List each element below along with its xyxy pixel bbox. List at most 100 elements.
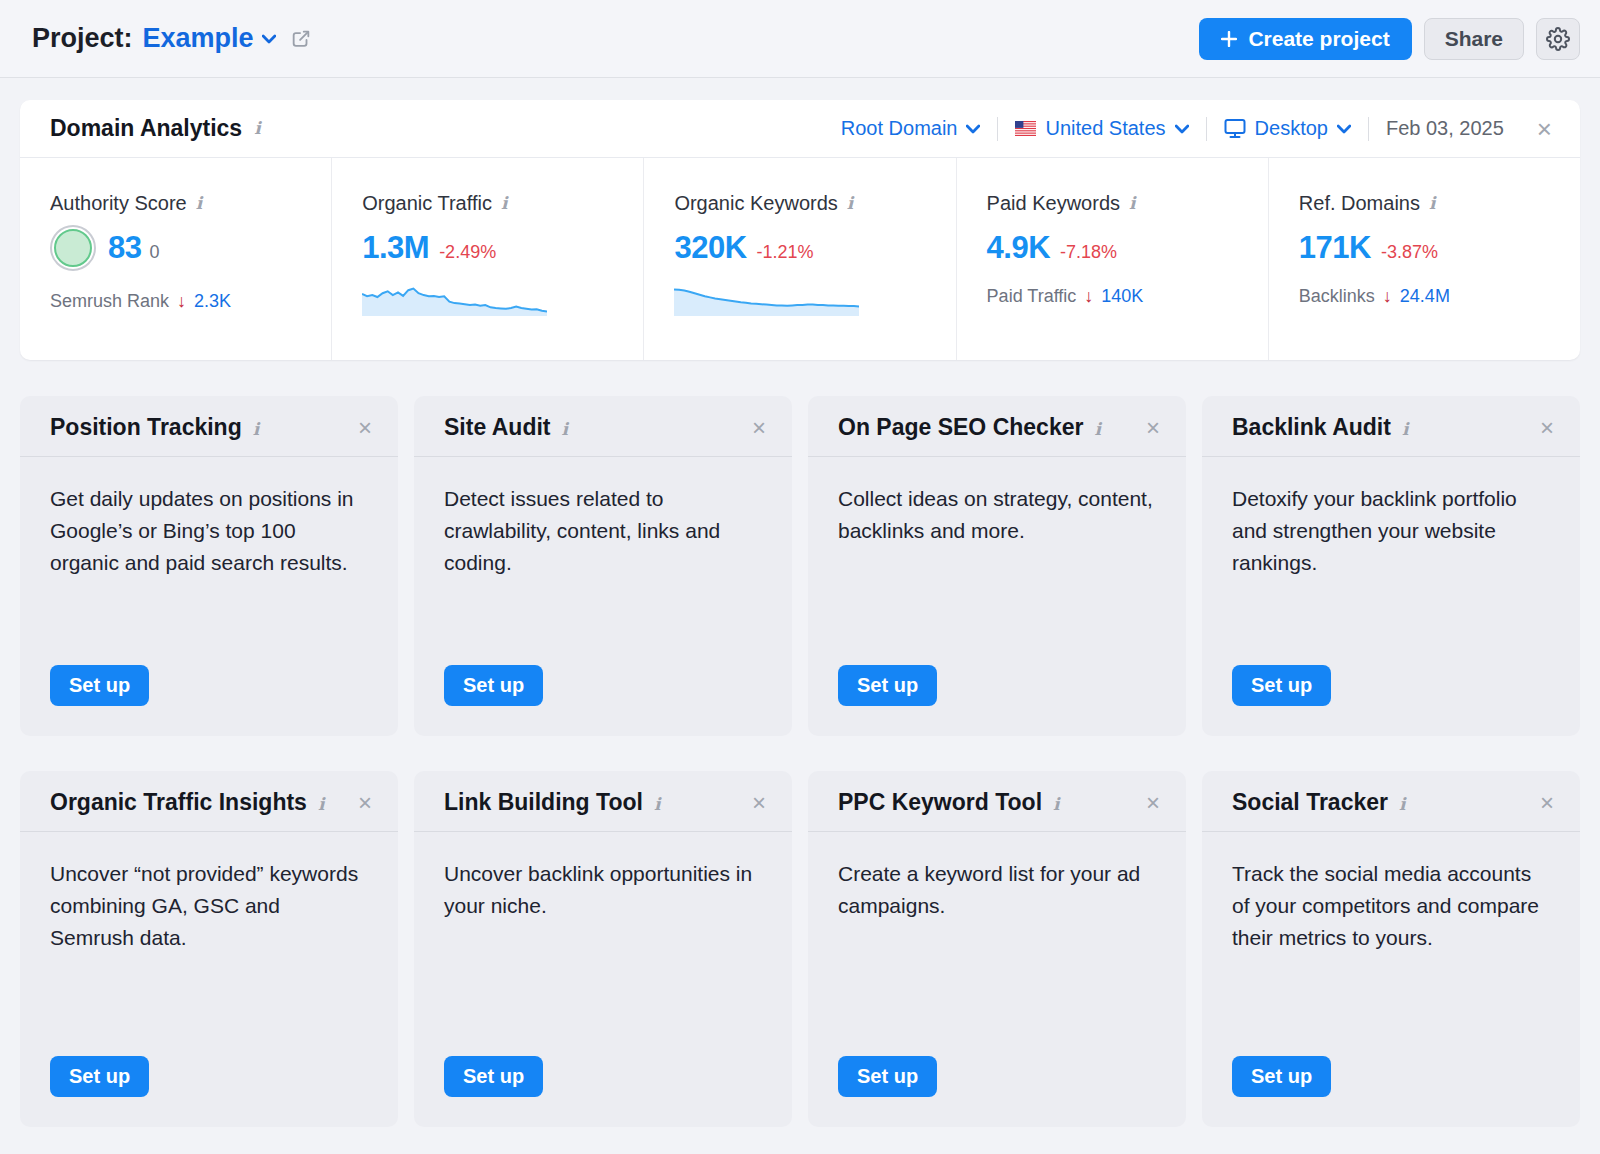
- country-dropdown[interactable]: United States: [1015, 117, 1188, 140]
- card-title: Site Audit: [444, 414, 550, 440]
- project-selector[interactable]: Example: [143, 23, 276, 54]
- info-icon[interactable]: [1129, 195, 1135, 212]
- card-site-audit: Site Audit Detect issues related to craw…: [414, 396, 792, 736]
- metric-ref-domains: Ref. Domains 171K -3.87% Backlinks 24.4M: [1268, 158, 1580, 360]
- info-icon[interactable]: [196, 195, 202, 212]
- setup-button[interactable]: Set up: [838, 1056, 937, 1097]
- card-position-tracking: Position Tracking Get daily updates on p…: [20, 396, 398, 736]
- setup-button[interactable]: Set up: [444, 665, 543, 706]
- close-icon[interactable]: [358, 409, 372, 446]
- info-icon[interactable]: [1402, 419, 1408, 439]
- metric-label: Ref. Domains: [1299, 192, 1420, 215]
- metric-organic-traffic: Organic Traffic 1.3M -2.49%: [331, 158, 643, 360]
- info-icon[interactable]: [847, 195, 853, 212]
- info-icon[interactable]: [654, 794, 660, 814]
- close-icon[interactable]: [752, 784, 766, 821]
- info-icon[interactable]: [254, 120, 260, 137]
- card-description: Detect issues related to crawlability, c…: [444, 483, 762, 579]
- close-icon[interactable]: [1146, 784, 1160, 821]
- info-icon[interactable]: [561, 419, 567, 439]
- metric-organic-keywords: Organic Keywords 320K -1.21%: [643, 158, 955, 360]
- external-link-icon[interactable]: [290, 28, 312, 50]
- metric-change: -3.87%: [1381, 242, 1438, 263]
- info-icon[interactable]: [1399, 794, 1405, 814]
- settings-button[interactable]: [1536, 18, 1580, 60]
- metric-secondary-value: 0: [149, 242, 159, 263]
- topbar: Project: Example Create project Share: [0, 0, 1600, 78]
- divider: [1368, 117, 1369, 141]
- project-header: Project: Example: [32, 23, 312, 54]
- device-label: Desktop: [1255, 117, 1328, 140]
- create-project-button[interactable]: Create project: [1199, 18, 1411, 60]
- info-icon[interactable]: [1094, 419, 1100, 439]
- metric-value: 171K: [1299, 230, 1371, 266]
- setup-button[interactable]: Set up: [1232, 665, 1331, 706]
- close-icon[interactable]: [358, 784, 372, 821]
- organic-traffic-sparkline: [362, 278, 547, 316]
- metric-value: 83: [108, 230, 141, 266]
- metric-value: 4.9K: [987, 230, 1050, 266]
- chevron-down-icon: [1337, 124, 1351, 134]
- share-button[interactable]: Share: [1424, 18, 1524, 60]
- close-icon[interactable]: [1537, 116, 1552, 142]
- date-label: Feb 03, 2025: [1386, 117, 1504, 140]
- domain-analytics-header: Domain Analytics Root Domain: [20, 100, 1580, 158]
- info-icon[interactable]: [501, 195, 507, 212]
- setup-button[interactable]: Set up: [50, 665, 149, 706]
- country-label: United States: [1045, 117, 1165, 140]
- project-name: Example: [143, 23, 254, 54]
- setup-button[interactable]: Set up: [838, 665, 937, 706]
- tool-cards-grid: Position Tracking Get daily updates on p…: [20, 396, 1580, 1127]
- authority-score-gauge: [50, 225, 96, 271]
- card-ppc-keyword-tool: PPC Keyword Tool Create a keyword list f…: [808, 771, 1186, 1127]
- device-dropdown[interactable]: Desktop: [1224, 117, 1351, 140]
- sub-metric-label: Backlinks: [1299, 286, 1375, 307]
- arrow-down-icon: [1084, 286, 1093, 307]
- arrow-down-icon: [177, 291, 186, 312]
- card-backlink-audit: Backlink Audit Detoxify your backlink po…: [1202, 396, 1580, 736]
- arrow-down-icon: [1383, 286, 1392, 307]
- card-title: Social Tracker: [1232, 789, 1388, 815]
- sub-metric-value[interactable]: 140K: [1101, 286, 1143, 307]
- panel-filters: Root Domain United States: [841, 116, 1552, 142]
- card-description: Create a keyword list for your ad campai…: [838, 858, 1156, 922]
- create-project-label: Create project: [1248, 27, 1389, 51]
- card-title: On Page SEO Checker: [838, 414, 1083, 440]
- info-icon[interactable]: [1053, 794, 1059, 814]
- sub-metric-value[interactable]: 2.3K: [194, 291, 231, 312]
- card-description: Collect ideas on strategy, content, back…: [838, 483, 1156, 547]
- desktop-icon: [1224, 118, 1246, 139]
- info-icon[interactable]: [318, 794, 324, 814]
- info-icon[interactable]: [1429, 195, 1435, 212]
- divider: [997, 117, 998, 141]
- setup-button[interactable]: Set up: [1232, 1056, 1331, 1097]
- card-description: Track the social media accounts of your …: [1232, 858, 1550, 954]
- metric-label: Organic Keywords: [674, 192, 837, 215]
- card-title: Position Tracking: [50, 414, 242, 440]
- setup-button[interactable]: Set up: [50, 1056, 149, 1097]
- panel-title: Domain Analytics: [50, 115, 242, 142]
- divider: [1206, 117, 1207, 141]
- metric-change: -1.21%: [757, 242, 814, 263]
- project-label: Project:: [32, 23, 133, 54]
- scope-dropdown[interactable]: Root Domain: [841, 117, 981, 140]
- card-social-tracker: Social Tracker Track the social media ac…: [1202, 771, 1580, 1127]
- chevron-down-icon: [966, 124, 980, 134]
- card-title: Backlink Audit: [1232, 414, 1391, 440]
- chevron-down-icon: [262, 34, 276, 44]
- card-organic-traffic-insights: Organic Traffic Insights Uncover “not pr…: [20, 771, 398, 1127]
- topbar-actions: Create project Share: [1199, 18, 1580, 60]
- metrics-row: Authority Score 83 0 Semrush Rank 2.3K O…: [20, 158, 1580, 360]
- card-on-page-seo-checker: On Page SEO Checker Collect ideas on str…: [808, 396, 1186, 736]
- sub-metric-value[interactable]: 24.4M: [1400, 286, 1450, 307]
- close-icon[interactable]: [1540, 784, 1554, 821]
- us-flag-icon: [1015, 121, 1036, 136]
- close-icon[interactable]: [1146, 409, 1160, 446]
- setup-button[interactable]: Set up: [444, 1056, 543, 1097]
- chevron-down-icon: [1175, 124, 1189, 134]
- card-title: PPC Keyword Tool: [838, 789, 1042, 815]
- close-icon[interactable]: [1540, 409, 1554, 446]
- card-description: Detoxify your backlink portfolio and str…: [1232, 483, 1550, 579]
- info-icon[interactable]: [253, 419, 259, 439]
- close-icon[interactable]: [752, 409, 766, 446]
